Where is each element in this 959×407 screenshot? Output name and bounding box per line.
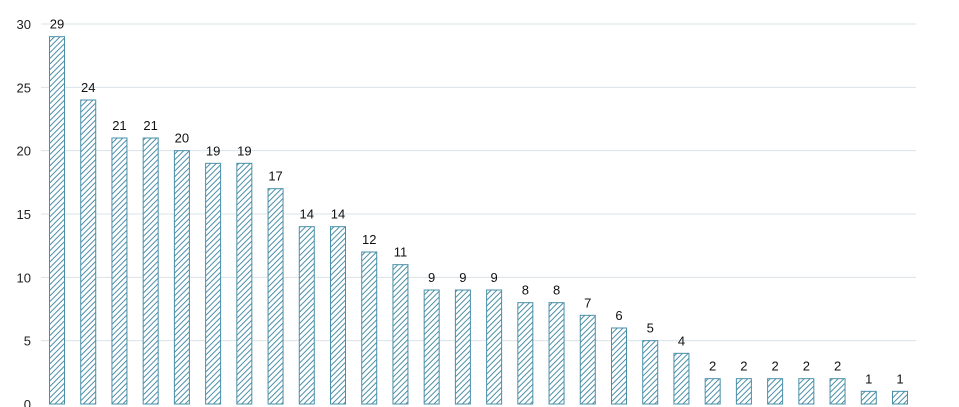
y-tick-label: 25 bbox=[17, 80, 31, 95]
bar-value-label: 9 bbox=[459, 270, 466, 285]
bar-value-label: 17 bbox=[268, 169, 282, 184]
bar bbox=[611, 327, 627, 405]
bar bbox=[330, 226, 346, 405]
bar-value-label: 4 bbox=[678, 333, 685, 348]
bar-value-label: 29 bbox=[50, 17, 64, 32]
bar-value-label: 8 bbox=[553, 283, 560, 298]
bar-value-label: 2 bbox=[709, 359, 716, 374]
bar bbox=[798, 378, 815, 405]
bar bbox=[173, 150, 190, 405]
bar bbox=[486, 289, 503, 405]
bar-value-label: 6 bbox=[615, 308, 622, 323]
y-tick-label: 20 bbox=[17, 144, 31, 159]
bar-value-label: 14 bbox=[300, 207, 314, 222]
y-tick-label: 10 bbox=[17, 270, 31, 285]
y-tick-label: 0 bbox=[24, 397, 31, 407]
bar-value-label: 2 bbox=[803, 359, 810, 374]
bar-value-label: 7 bbox=[584, 295, 591, 310]
bar-value-label: 2 bbox=[771, 359, 778, 374]
bar-value-label: 12 bbox=[362, 232, 376, 247]
bar-value-label: 21 bbox=[143, 118, 157, 133]
bar-value-label: 11 bbox=[394, 245, 408, 260]
bar bbox=[267, 188, 284, 405]
bar-value-label: 19 bbox=[237, 143, 251, 158]
bar-value-label: 1 bbox=[865, 371, 872, 386]
bar bbox=[735, 378, 752, 405]
y-tick-label: 30 bbox=[17, 17, 31, 32]
y-tick-label: 5 bbox=[24, 334, 31, 349]
bar bbox=[579, 314, 596, 405]
bar bbox=[704, 378, 721, 405]
bar bbox=[49, 36, 65, 405]
bar bbox=[298, 226, 315, 405]
bar-value-label: 20 bbox=[175, 131, 189, 146]
bar bbox=[642, 340, 659, 405]
bar bbox=[80, 99, 97, 405]
bar-value-label: 1 bbox=[896, 371, 903, 386]
bar bbox=[829, 378, 846, 405]
bar-value-label: 8 bbox=[522, 283, 529, 298]
bar-value-label: 5 bbox=[647, 321, 654, 336]
gridlines bbox=[41, 23, 916, 342]
y-tick-label: 15 bbox=[17, 207, 31, 222]
bar bbox=[111, 137, 128, 405]
bar-value-label: 21 bbox=[112, 118, 126, 133]
bar bbox=[392, 264, 409, 405]
bar-value-label: 2 bbox=[834, 359, 841, 374]
bar bbox=[673, 352, 690, 405]
bar bbox=[767, 378, 784, 405]
bar-value-label: 14 bbox=[331, 207, 345, 222]
bars bbox=[49, 36, 908, 405]
bar bbox=[361, 251, 378, 405]
bar-value-label: 19 bbox=[206, 143, 220, 158]
y-axis: 0 5 10 15 20 25 30 bbox=[17, 17, 31, 407]
bar bbox=[892, 390, 908, 405]
bar bbox=[423, 289, 440, 405]
bar-value-label: 9 bbox=[428, 270, 435, 285]
bar bbox=[205, 162, 222, 405]
bar bbox=[548, 302, 565, 405]
bar bbox=[454, 289, 471, 405]
bar bbox=[517, 302, 534, 405]
bar-value-label: 2 bbox=[740, 359, 747, 374]
bar bbox=[142, 137, 159, 405]
bar bbox=[860, 390, 877, 405]
bar-value-label: 24 bbox=[81, 80, 95, 95]
bar bbox=[236, 162, 253, 405]
bar-value-label: 9 bbox=[490, 270, 497, 285]
